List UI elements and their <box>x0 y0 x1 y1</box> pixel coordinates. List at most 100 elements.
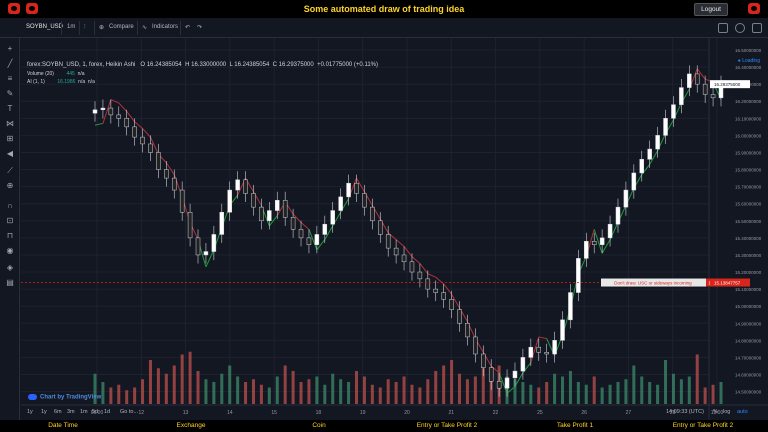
fullscreen-icon[interactable] <box>718 23 728 33</box>
lock-icon[interactable]: ⊓ <box>6 231 14 240</box>
chart-toolbar: SOYBN_USD 1m ⫶ ⊕ Compare ∿ Indicators ↶ … <box>0 18 768 38</box>
legend-change: +0.01775000 (+0.11%) <box>317 62 378 68</box>
volume-bar <box>259 384 263 404</box>
candle-body <box>576 258 581 293</box>
goto-button[interactable]: Go to... <box>120 409 139 415</box>
chart-area[interactable]: 16.5000000016.4000000016.3000000016.2000… <box>21 38 768 420</box>
indicators-icon[interactable]: ∿ <box>142 25 148 31</box>
legend-low: L 16.24385054 <box>229 62 270 68</box>
undo-icon[interactable]: ↶ <box>185 25 191 31</box>
compare-icon[interactable]: ⊕ <box>99 25 105 31</box>
volume-bar <box>616 382 620 404</box>
footer-entry-tp2: Entry or Take Profit 2 <box>416 422 478 429</box>
price-chart[interactable]: 16.5000000016.4000000016.3000000016.2000… <box>21 38 768 420</box>
candle-body <box>512 370 518 379</box>
price-tick-label: 14.50000000 <box>735 390 762 395</box>
back-arrow-icon[interactable]: ◀ <box>6 149 14 158</box>
compare-button[interactable]: Compare <box>109 24 134 30</box>
eye-icon[interactable]: ◉ <box>6 246 14 255</box>
logout-button[interactable]: Logout <box>694 3 728 16</box>
legend-ai[interactable]: AI (1, 1) 16.1986 n/a n/a <box>27 79 95 85</box>
range-bar: 1y 1y 6m 3m 1m 5d 1d Go to... 14:09:33 (… <box>21 405 768 420</box>
marker-price-label: 15.13847757 <box>714 281 741 286</box>
tradingview-logo[interactable]: Chart by TradingView <box>28 394 101 401</box>
brush-icon[interactable]: ✎ <box>6 89 14 98</box>
range-button[interactable]: 5d <box>92 409 99 415</box>
range-button[interactable]: 1d <box>104 409 111 415</box>
record-icon[interactable] <box>26 3 38 14</box>
clock-readout[interactable]: 14:09:33 (UTC) <box>666 409 704 415</box>
range-button[interactable]: 1y <box>27 409 33 415</box>
candle-body <box>401 254 407 263</box>
candle-body <box>615 206 621 225</box>
candle-body <box>591 241 597 245</box>
magnet-icon[interactable]: ∩ <box>7 201 13 210</box>
volume-bar <box>537 387 541 404</box>
redo-icon[interactable]: ↷ <box>197 25 203 31</box>
volume-bar <box>347 382 351 404</box>
volume-bar <box>434 371 438 404</box>
price-tick-label: 15.90000000 <box>735 150 762 155</box>
percent-toggle[interactable]: % <box>713 409 718 415</box>
candle-body <box>346 182 351 198</box>
settings-icon[interactable] <box>748 3 760 14</box>
layers-icon[interactable]: ◈ <box>6 263 14 272</box>
range-button[interactable]: 3m <box>67 409 75 415</box>
volume-bar <box>172 365 176 404</box>
volume-bar <box>711 384 715 404</box>
auto-toggle[interactable]: auto <box>737 409 748 415</box>
volume-bar <box>275 376 279 404</box>
candle-body <box>243 179 248 194</box>
trendline-icon[interactable]: ╱ <box>7 59 13 68</box>
candle-body <box>132 126 137 138</box>
volume-bar <box>93 373 97 404</box>
trash-icon[interactable]: ▤ <box>6 278 14 287</box>
candle-body <box>100 107 106 111</box>
candle-body <box>338 196 343 211</box>
volume-bar <box>180 354 184 404</box>
settings-gear-icon[interactable] <box>735 23 745 33</box>
indicators-button[interactable]: Indicators <box>152 24 179 30</box>
legend-volume[interactable]: Volume (20) 445 n/a <box>27 71 85 77</box>
lock-drawings-icon[interactable]: ⊡ <box>6 216 14 225</box>
range-button[interactable]: 6m <box>54 409 62 415</box>
price-tick-label: 15.10000000 <box>735 287 762 292</box>
forecast-icon[interactable]: ⊞ <box>6 134 14 143</box>
candle-body <box>148 143 153 153</box>
text-icon[interactable]: T <box>7 104 13 113</box>
fib-icon[interactable]: ≡ <box>7 74 13 83</box>
candle-body <box>259 206 264 222</box>
volume-bar <box>624 379 628 404</box>
price-tick-label: 15.40000000 <box>735 236 762 241</box>
legend-symbol[interactable]: forex:SOYBN_USD, 1, forex, Heikin Ashi <box>27 62 136 68</box>
legend-high: H 16.33000000 <box>185 62 227 68</box>
camera-icon[interactable] <box>8 3 20 14</box>
price-tick-label: 14.60000000 <box>735 373 762 378</box>
symbol-search[interactable]: SOYBN_USD <box>26 24 64 30</box>
volume-bar <box>109 387 113 404</box>
candle-body <box>496 381 502 389</box>
footer-tp1: Take Profit 1 <box>556 422 594 429</box>
volume-bar <box>703 387 707 404</box>
trailing-stop-segment <box>126 111 136 123</box>
volume-bar <box>545 382 549 404</box>
ruler-icon[interactable]: ⟋ <box>7 166 13 175</box>
price-tick-label: 16.50000000 <box>735 48 762 53</box>
interval-select[interactable]: 1m <box>67 24 76 30</box>
log-toggle[interactable]: log <box>723 409 731 415</box>
candles-icon[interactable]: ⫶ <box>84 24 86 30</box>
volume-bar <box>331 373 335 404</box>
crosshair-icon[interactable]: + <box>7 44 13 53</box>
annotation-text: Don't draw. USC or sideways incoming <box>614 281 692 286</box>
volume-bar <box>188 351 192 404</box>
candle-body <box>235 179 240 191</box>
range-button[interactable]: 1y <box>41 409 47 415</box>
snapshot-icon[interactable] <box>752 23 762 33</box>
volume-bar <box>354 371 358 404</box>
candle-body <box>663 118 668 136</box>
pattern-icon[interactable]: ⋈ <box>6 119 14 128</box>
range-button[interactable]: 1m <box>80 409 88 415</box>
candle-body <box>306 237 312 245</box>
zoom-icon[interactable]: ⊕ <box>6 181 14 190</box>
volume-bar <box>212 382 216 404</box>
